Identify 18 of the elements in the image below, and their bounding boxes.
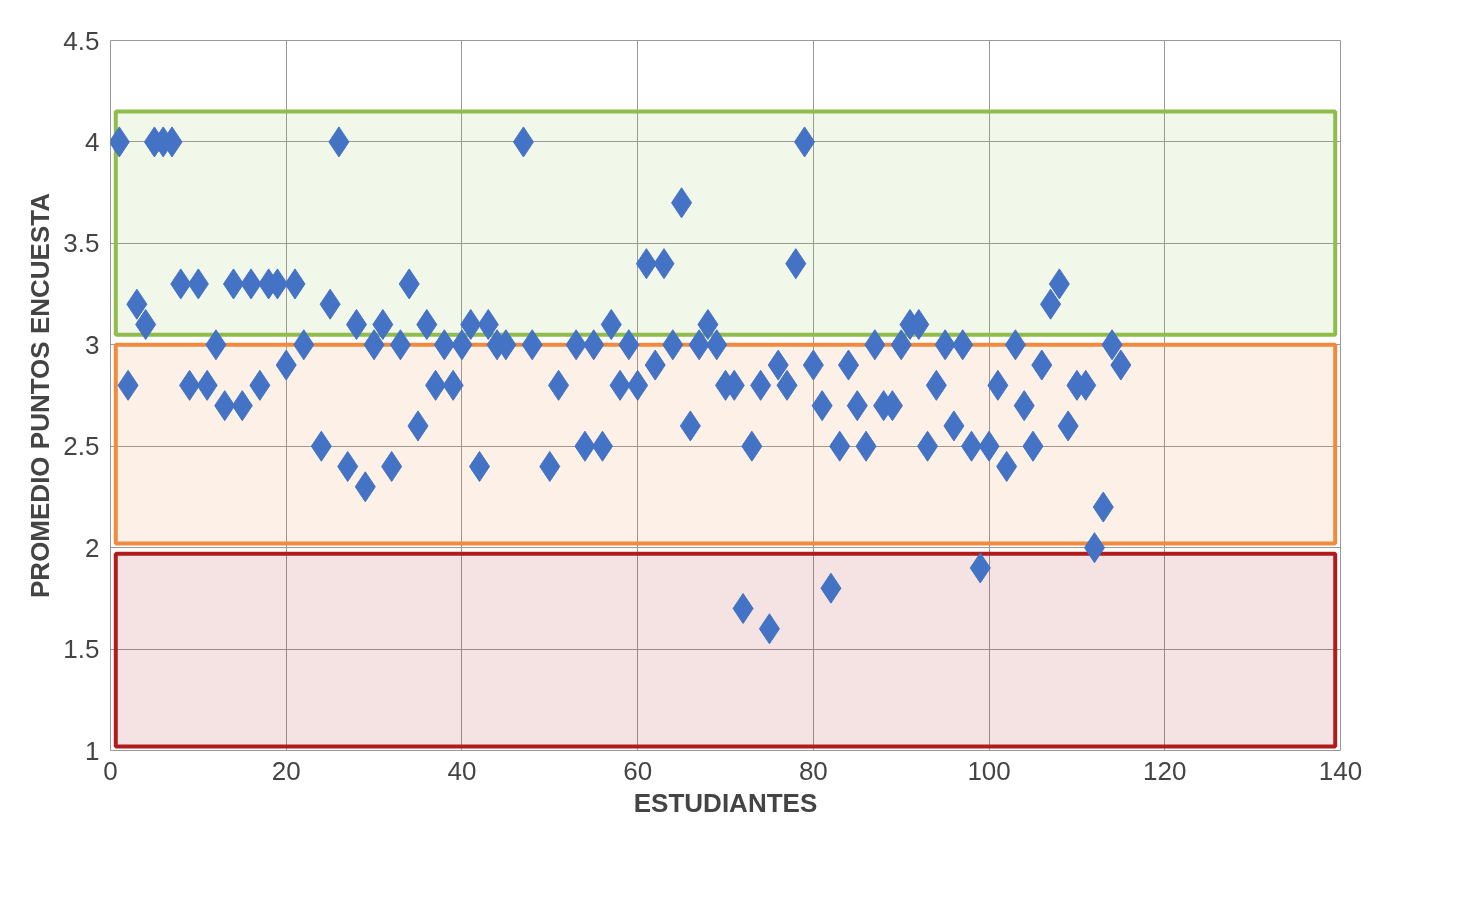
y-tick-label: 4: [85, 126, 100, 157]
x-tick-label: 120: [1143, 755, 1187, 786]
y-tick-label: 2.5: [63, 431, 100, 462]
x-tick-label: 40: [447, 755, 477, 786]
x-tick-label: 20: [271, 755, 301, 786]
y-tick-label: 1: [85, 735, 100, 766]
x-tick-label: 140: [1318, 755, 1363, 786]
y-tick-label: 2: [85, 532, 100, 563]
x-tick-label: 60: [623, 755, 653, 786]
y-tick-label: 3: [85, 329, 100, 360]
x-tick-label: 100: [967, 755, 1011, 786]
y-tick-label: 1.5: [63, 634, 100, 665]
x-axis-title: ESTUDIANTES: [633, 787, 818, 818]
x-tick-label: 0: [103, 755, 118, 786]
x-tick-label: 80: [798, 755, 828, 786]
y-axis-title: PROMEDIO PUNTOS ENCUESTA: [25, 192, 56, 598]
y-tick-label: 3.5: [63, 228, 100, 259]
y-tick-label: 4.5: [63, 25, 100, 56]
